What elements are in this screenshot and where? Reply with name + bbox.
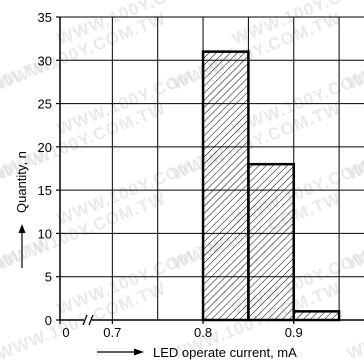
y-tick-label: 25 xyxy=(38,97,52,112)
y-tick-label: 15 xyxy=(38,183,52,198)
y-tick-label: 20 xyxy=(38,140,52,155)
y-tick-label: 30 xyxy=(38,53,52,68)
y-axis-arrow xyxy=(18,224,26,268)
axis-break-gap xyxy=(84,316,92,324)
x-axis-title: LED operate current, mA xyxy=(153,345,297,360)
watermark-text: WWW.100Y.COM.TW xyxy=(344,279,364,363)
x-tick-label: 0 xyxy=(62,325,69,340)
histogram-bar xyxy=(292,310,341,322)
y-tick-label: 10 xyxy=(38,226,52,241)
histogram-bar xyxy=(247,162,295,322)
x-axis-arrow xyxy=(97,348,144,356)
y-tick-label: 0 xyxy=(45,313,52,328)
x-tick-label: 0.9 xyxy=(285,325,303,340)
axes xyxy=(56,16,364,326)
x-tick-label: 0.8 xyxy=(194,325,212,340)
axis-break-mark xyxy=(88,314,94,326)
watermark-text: WWW.100Y.COM.TW xyxy=(344,0,364,4)
y-axis-title: Quantity, n xyxy=(14,151,29,213)
y-tick-label: 35 xyxy=(38,10,52,25)
y-tick-label: 5 xyxy=(45,270,52,285)
axis-break-mark xyxy=(82,314,88,326)
histogram-bar xyxy=(201,50,250,322)
x-tick-label: 0.7 xyxy=(103,325,121,340)
